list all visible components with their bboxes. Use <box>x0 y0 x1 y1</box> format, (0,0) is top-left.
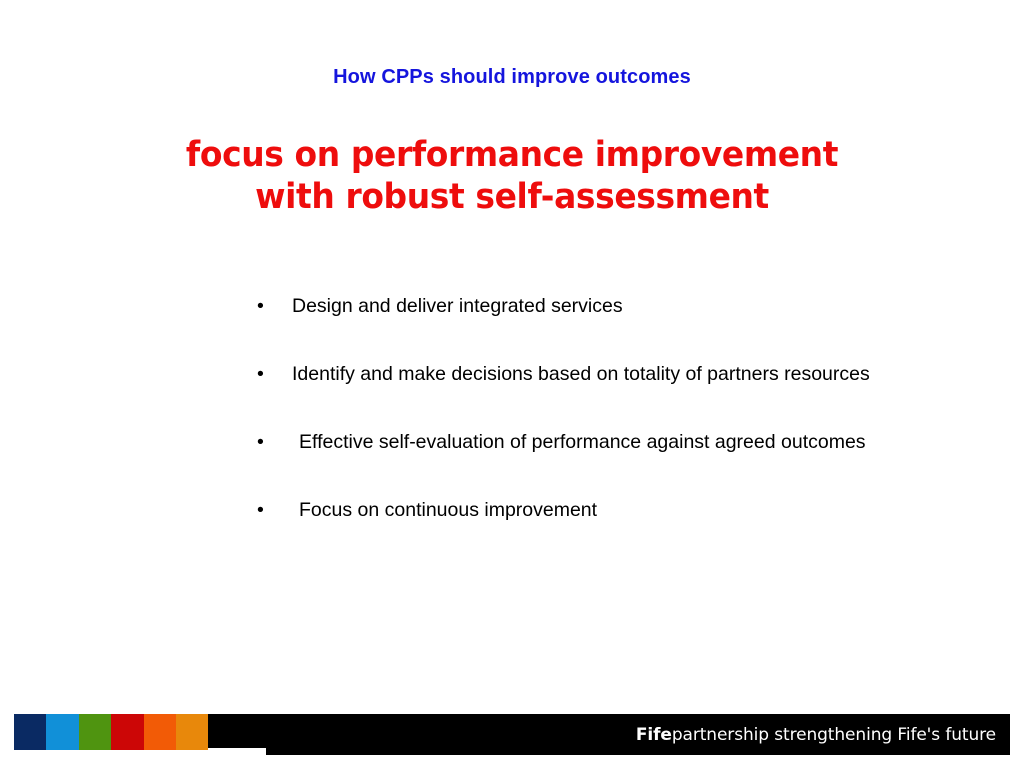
color-swatch-5 <box>143 714 176 750</box>
slide-heading-line-1: focus on performance improvement <box>185 135 839 175</box>
color-swatch-strip <box>14 714 209 750</box>
bullet-marker-icon: • <box>257 499 264 521</box>
logo-brand-name: Fife <box>635 724 672 745</box>
logo-tagline: partnership strengthening Fife's future <box>671 724 996 745</box>
list-item-text: Identify and make decisions based on tot… <box>292 363 870 385</box>
footer-bar-main-segment: Fifepartnership strengthening Fife's fut… <box>266 714 1010 755</box>
bullet-marker-icon: • <box>257 295 264 317</box>
list-item: • Design and deliver integrated services <box>252 292 932 320</box>
color-swatch-4 <box>111 714 144 750</box>
footer-bar-left-segment <box>208 714 270 748</box>
list-item: • Effective self-evaluation of performan… <box>252 428 932 456</box>
list-item-text: Design and deliver integrated services <box>292 295 623 317</box>
bullet-marker-icon: • <box>257 431 264 453</box>
bullet-list: • Design and deliver integrated services… <box>252 292 932 524</box>
color-swatch-6 <box>175 714 209 750</box>
color-swatch-2 <box>46 714 79 750</box>
slide-heading: focus on performance improvement with ro… <box>87 134 937 218</box>
list-item: • Identify and make decisions based on t… <box>252 360 932 388</box>
slide-subtitle: How CPPs should improve outcomes <box>333 66 691 88</box>
color-swatch-3 <box>78 714 112 750</box>
fife-partnership-logo: Fifepartnership strengthening Fife's fut… <box>636 725 996 745</box>
list-item-text: Effective self-evaluation of performance… <box>299 431 866 453</box>
list-item: • Focus on continuous improvement <box>252 496 932 524</box>
slide-footer: Fifepartnership strengthening Fife's fut… <box>0 712 1024 760</box>
list-item-text: Focus on continuous improvement <box>299 499 598 521</box>
bullet-marker-icon: • <box>257 363 264 385</box>
color-swatch-1 <box>14 714 47 750</box>
slide-heading-line-2: with robust self-assessment <box>255 177 769 217</box>
